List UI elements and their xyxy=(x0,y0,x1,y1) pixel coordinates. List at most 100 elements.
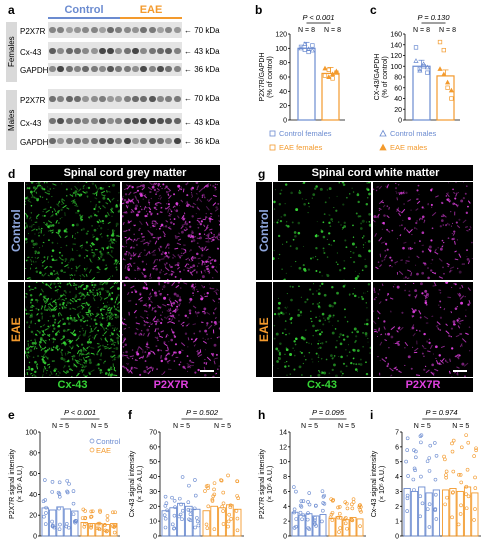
signal-fiber xyxy=(31,345,35,348)
blot-band xyxy=(57,48,65,54)
signal-puncta xyxy=(86,284,87,286)
blot-band xyxy=(148,138,156,144)
data-point xyxy=(336,515,341,520)
signal-fiber xyxy=(449,266,455,270)
signal-puncta xyxy=(298,266,302,270)
signal-fiber xyxy=(145,251,150,256)
signal-fiber xyxy=(198,188,204,193)
signal-puncta xyxy=(122,351,125,354)
signal-puncta xyxy=(423,207,425,210)
signal-puncta xyxy=(336,292,338,294)
bar-eae xyxy=(225,504,234,537)
signal-puncta xyxy=(86,292,89,294)
data-point xyxy=(181,508,185,513)
signal-fiber xyxy=(386,184,389,189)
signal-puncta xyxy=(142,286,146,290)
signal-puncta xyxy=(47,325,49,328)
signal-puncta xyxy=(311,197,313,199)
signal-fiber xyxy=(29,299,32,303)
signal-puncta xyxy=(431,363,434,367)
signal-puncta xyxy=(302,264,305,267)
data-point xyxy=(104,529,109,534)
signal-puncta xyxy=(63,336,65,338)
data-point xyxy=(313,522,317,526)
signal-puncta xyxy=(422,244,424,247)
signal-puncta xyxy=(189,249,192,252)
signal-puncta xyxy=(301,198,303,200)
signal-puncta xyxy=(316,302,320,306)
signal-fiber xyxy=(66,359,70,363)
data-point xyxy=(221,490,226,495)
signal-puncta xyxy=(83,320,86,323)
data-point xyxy=(413,45,419,50)
signal-fiber xyxy=(42,272,47,277)
signal-fiber xyxy=(72,307,77,310)
signal-fiber xyxy=(109,245,112,249)
signal-puncta xyxy=(51,249,55,252)
signal-puncta xyxy=(67,266,70,269)
blot-band xyxy=(98,48,106,54)
signal-fiber xyxy=(63,365,66,369)
signal-fiber xyxy=(456,320,462,325)
signal-puncta xyxy=(212,375,215,377)
signal-puncta xyxy=(111,275,114,277)
signal-fiber xyxy=(50,298,53,301)
signal-fiber xyxy=(204,226,209,232)
signal-fiber xyxy=(188,299,193,304)
signal-fiber xyxy=(98,219,102,223)
signal-puncta xyxy=(172,223,175,226)
signal-puncta xyxy=(84,375,87,377)
blot-band xyxy=(165,66,173,72)
signal-puncta xyxy=(196,265,199,267)
signal-puncta xyxy=(328,232,331,235)
signal-puncta xyxy=(105,327,108,330)
signal-fiber xyxy=(169,307,172,312)
panel-label-c: c xyxy=(370,3,377,17)
blot-male-cx43 xyxy=(48,113,182,131)
signal-puncta xyxy=(138,229,140,231)
data-point xyxy=(64,522,69,526)
signal-puncta xyxy=(63,229,67,233)
signal-puncta xyxy=(278,357,279,359)
signal-puncta xyxy=(213,343,217,347)
signal-fiber xyxy=(212,299,216,303)
signal-puncta xyxy=(131,349,134,351)
data-point xyxy=(180,517,184,522)
data-point xyxy=(43,522,48,526)
signal-fiber xyxy=(184,228,188,232)
data-point xyxy=(173,505,177,510)
blot-band xyxy=(73,27,81,33)
signal-puncta xyxy=(32,374,34,377)
signal-puncta xyxy=(126,200,129,204)
signal-fiber xyxy=(150,350,155,353)
signal-fiber xyxy=(405,260,410,262)
signal-fiber xyxy=(86,315,91,318)
signal-puncta xyxy=(170,273,173,276)
signal-fiber xyxy=(85,345,91,350)
signal-fiber xyxy=(91,251,95,254)
signal-puncta xyxy=(186,316,189,319)
data-point xyxy=(298,510,303,515)
signal-fiber xyxy=(108,190,111,193)
signal-fiber xyxy=(47,308,51,312)
data-point xyxy=(112,524,117,529)
data-point xyxy=(421,64,426,69)
signal-fiber xyxy=(27,348,29,350)
signal-fiber xyxy=(142,332,145,336)
data-point xyxy=(337,530,341,534)
signal-puncta xyxy=(316,258,319,261)
signal-puncta xyxy=(401,311,404,314)
signal-puncta xyxy=(32,333,34,335)
signal-puncta xyxy=(166,202,168,205)
signal-fiber xyxy=(157,339,159,342)
kda-female-gapdh: ← 36 kDa xyxy=(184,65,220,74)
data-point xyxy=(294,524,298,529)
signal-puncta xyxy=(57,370,60,373)
signal-puncta xyxy=(334,346,338,349)
signal-puncta xyxy=(467,303,470,306)
signal-puncta xyxy=(217,335,220,339)
signal-fiber xyxy=(35,213,40,218)
signal-puncta xyxy=(47,201,50,203)
signal-puncta xyxy=(415,264,417,266)
blot-band xyxy=(123,118,131,124)
